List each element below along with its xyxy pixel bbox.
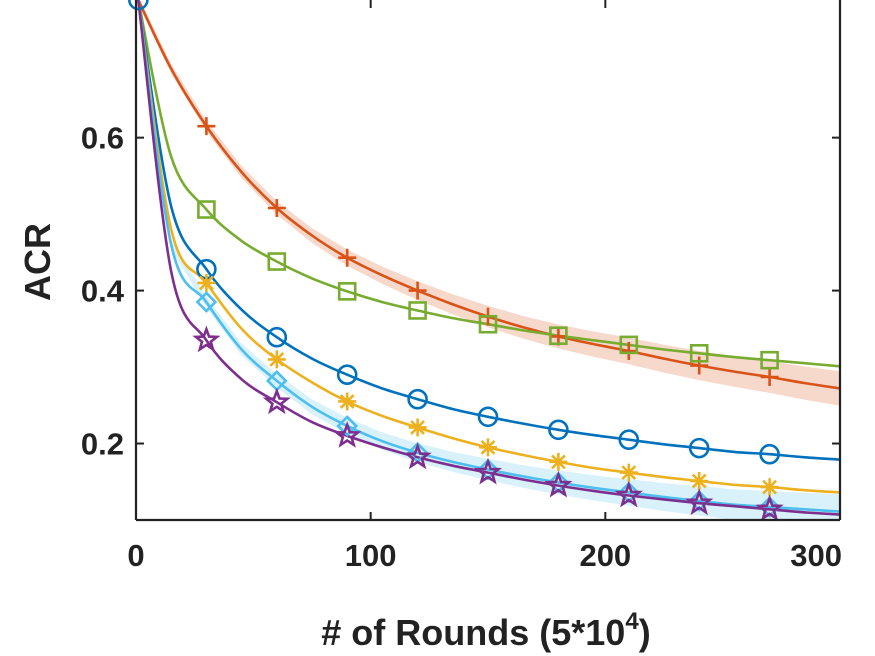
series-yellow-asterisk-marker-1 (267, 350, 286, 369)
x-tick-label-3: 300 (790, 538, 842, 573)
series-cyan-diamond-marker-8 (758, 496, 781, 518)
series-green-square-marker-6 (619, 335, 639, 355)
y-tick-label-2: 0.6 (81, 121, 124, 156)
series-yellow-asterisk-marker-6 (619, 463, 638, 482)
y-axis-label: ACR (17, 223, 58, 301)
series-yellow-asterisk-marker-0 (197, 273, 216, 292)
series-red-plus-marker-8 (760, 368, 779, 386)
series-purple-star-marker-7 (685, 488, 714, 516)
axes (134, 0, 842, 522)
series-green-square-marker-0 (197, 200, 216, 219)
series-yellow-asterisk-marker-2 (338, 392, 357, 411)
series-cyan-diamond-line (137, 0, 840, 513)
series-markers (128, 0, 784, 522)
series-yellow-asterisk-marker-7 (690, 472, 709, 490)
series-yellow-asterisk-marker-4 (479, 438, 497, 457)
series-blue-circle-marker-5 (477, 406, 499, 428)
y-axis-ticks: 0.2 0.4 0.6 (81, 121, 840, 462)
series-blue-circle-marker-7 (618, 429, 640, 451)
series-cyan-diamond-marker-7 (688, 490, 711, 512)
series-blue-circle-line (137, 0, 840, 461)
series-purple-star-marker-4 (473, 457, 503, 485)
x-axis-label: # of Rounds (5*104) (321, 608, 650, 653)
series-green-square-marker-7 (689, 343, 709, 363)
series-purple-star-marker-6 (614, 480, 643, 508)
series-blue-circle-marker-3 (336, 364, 358, 386)
series-red-plus-marker-6 (619, 342, 638, 360)
series-purple-star-marker-1 (262, 387, 291, 415)
series-green-square-marker-3 (408, 301, 427, 320)
x-axis-label-close: ) (639, 612, 651, 653)
series-red-plus-marker-3 (408, 281, 427, 300)
series-blue-circle-marker-8 (688, 437, 710, 459)
series-green-square-marker-4 (478, 314, 498, 334)
series-purple-star-line (137, 0, 840, 516)
series-green-square-marker-2 (337, 282, 357, 301)
x-tick-label-2: 200 (579, 538, 631, 573)
series-purple-star-marker-2 (333, 421, 362, 448)
x-tick-label-0: 0 (127, 538, 144, 573)
series-blue-circle-marker-9 (759, 443, 780, 465)
x-axis-ticks: 0 100 200 300 (127, 0, 842, 573)
series-cyan-diamond-marker-0 (195, 291, 218, 313)
series-green-square-marker-8 (760, 350, 779, 370)
series-yellow-asterisk-marker-3 (408, 418, 427, 437)
series-green-square-marker-1 (267, 252, 287, 271)
series-purple-star-marker-8 (755, 494, 784, 522)
series-red-plus-marker-1 (267, 199, 286, 217)
series-blue-circle-marker-6 (548, 419, 569, 441)
x-axis-label-main: # of Rounds (5*10 (321, 612, 625, 653)
series-red-plus-marker-7 (690, 356, 709, 375)
y-tick-label-0: 0.2 (81, 427, 124, 462)
series-purple-star-marker-5 (544, 470, 573, 498)
series-purple-star-marker-3 (403, 442, 432, 470)
y-tick-label-1: 0.4 (81, 274, 125, 309)
series-blue-circle-marker-4 (407, 388, 428, 410)
x-tick-label-1: 100 (345, 538, 397, 573)
series-yellow-asterisk-marker-8 (760, 478, 779, 497)
series-cyan-diamond-marker-2 (336, 415, 359, 437)
series-yellow-asterisk-marker-5 (549, 452, 568, 471)
series-blue-circle-marker-0 (128, 0, 149, 11)
series-green-square-marker-5 (549, 326, 568, 346)
series-purple-star-marker-0 (192, 325, 221, 353)
series-yellow-asterisk-line (137, 0, 840, 494)
series-blue-circle-marker-2 (266, 326, 288, 348)
x-axis-label-exponent: 4 (625, 608, 639, 635)
series-red-plus-marker-2 (338, 248, 357, 267)
series-red-plus-marker-0 (197, 117, 216, 136)
